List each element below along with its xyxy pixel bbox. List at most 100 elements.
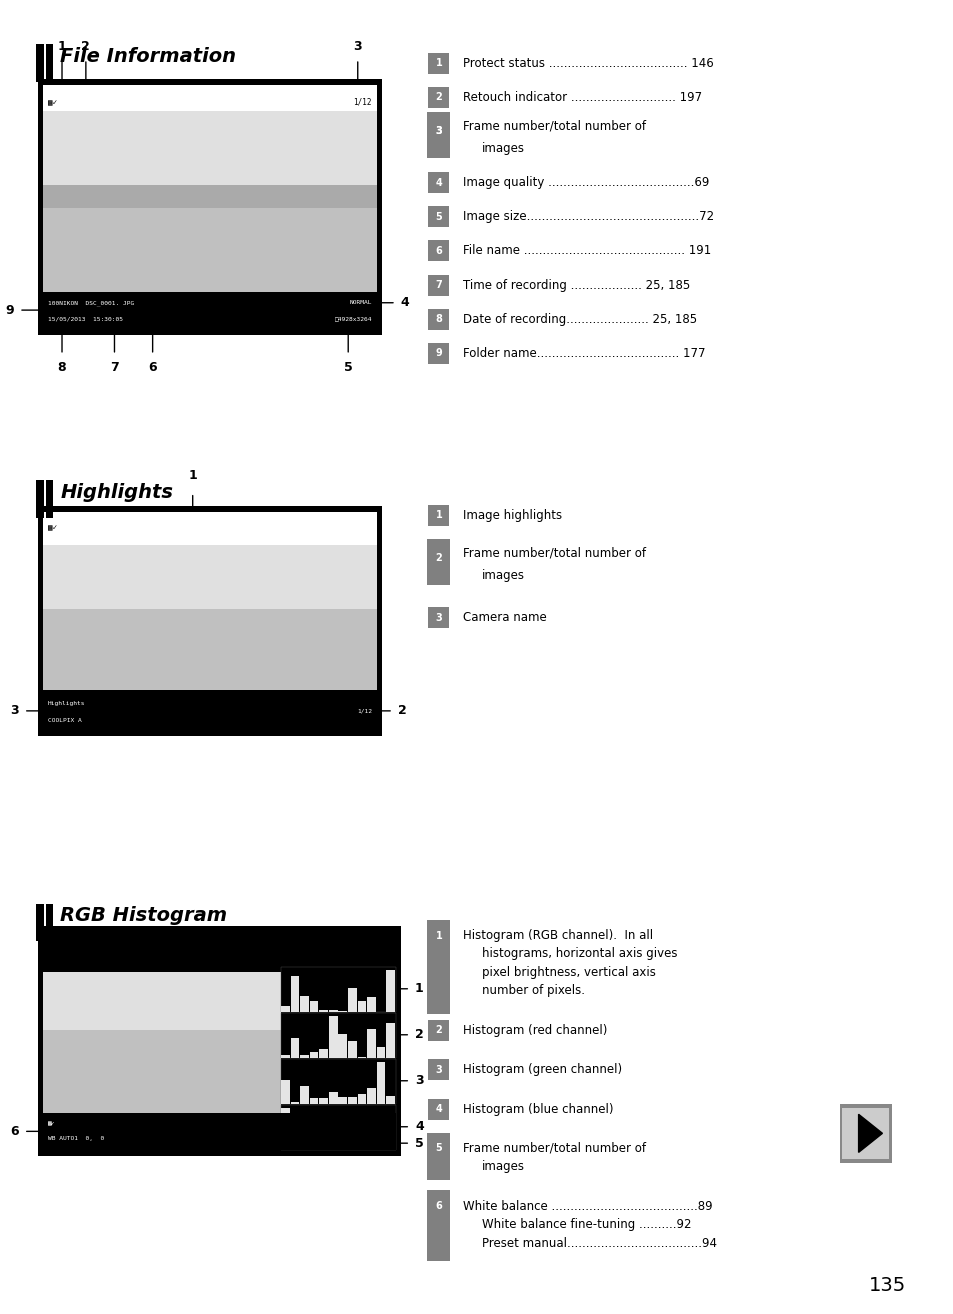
- Text: 1: 1: [188, 469, 197, 482]
- Text: Highlights: Highlights: [60, 484, 172, 502]
- Bar: [43, 110, 376, 188]
- Text: 2: 2: [435, 92, 442, 102]
- Bar: [38, 926, 400, 1156]
- Bar: [43, 972, 281, 1117]
- Text: 2: 2: [397, 704, 406, 717]
- Bar: [428, 87, 449, 108]
- Bar: [386, 970, 395, 1012]
- Bar: [428, 309, 449, 330]
- Bar: [310, 1001, 318, 1012]
- Bar: [38, 79, 381, 335]
- Bar: [427, 920, 450, 1014]
- Text: 6: 6: [435, 1201, 442, 1212]
- Text: 7: 7: [110, 361, 119, 374]
- Bar: [43, 552, 376, 690]
- Text: 6: 6: [10, 1125, 19, 1138]
- Text: 135: 135: [867, 1276, 905, 1294]
- Bar: [319, 1050, 328, 1058]
- Text: Image highlights: Image highlights: [462, 509, 561, 522]
- Text: White balance fine-tuning ..........92: White balance fine-tuning ..........92: [481, 1218, 691, 1231]
- Text: 3: 3: [435, 1064, 442, 1075]
- Bar: [43, 185, 376, 208]
- Text: Histogram (RGB channel).  In all: Histogram (RGB channel). In all: [462, 929, 652, 942]
- Bar: [348, 1097, 356, 1104]
- Text: Frame number/total number of: Frame number/total number of: [462, 547, 645, 560]
- Text: 5: 5: [435, 1143, 442, 1154]
- Bar: [428, 505, 449, 526]
- Text: images: images: [481, 569, 524, 582]
- Bar: [319, 1099, 328, 1104]
- Bar: [300, 1055, 309, 1058]
- Text: 2: 2: [415, 1029, 423, 1041]
- Text: pixel brightness, vertical axis: pixel brightness, vertical axis: [481, 966, 655, 979]
- Bar: [300, 996, 309, 1012]
- Bar: [43, 125, 376, 296]
- Bar: [386, 1024, 395, 1058]
- Text: 8: 8: [57, 361, 67, 374]
- Text: WB AUTO1  0,  0: WB AUTO1 0, 0: [48, 1137, 104, 1142]
- Bar: [428, 240, 449, 261]
- Bar: [319, 1009, 328, 1012]
- Text: 4: 4: [435, 177, 442, 188]
- Text: Protect status ..................................... 146: Protect status .........................…: [462, 57, 713, 70]
- Bar: [43, 512, 376, 545]
- Bar: [338, 1097, 347, 1104]
- Text: COOLPIX A: COOLPIX A: [48, 717, 81, 723]
- Bar: [38, 506, 381, 736]
- Bar: [36, 45, 44, 81]
- Text: 8: 8: [435, 314, 442, 325]
- Text: 4: 4: [400, 296, 409, 309]
- Bar: [386, 1141, 395, 1150]
- Bar: [367, 1029, 375, 1058]
- Text: 15/05/2013  15:30:05: 15/05/2013 15:30:05: [48, 317, 123, 322]
- Bar: [319, 1144, 328, 1150]
- Bar: [43, 292, 376, 328]
- Bar: [357, 1001, 366, 1012]
- Text: 1/12: 1/12: [377, 1163, 391, 1168]
- Text: Histogram (red channel): Histogram (red channel): [462, 1024, 606, 1037]
- Text: COOLPIX A: COOLPIX A: [48, 1163, 77, 1168]
- Bar: [428, 275, 449, 296]
- Bar: [841, 1108, 888, 1159]
- Bar: [43, 85, 376, 118]
- Bar: [357, 1095, 366, 1104]
- Text: ▩✓: ▩✓: [48, 99, 57, 106]
- Text: number of pixels.: number of pixels.: [481, 984, 584, 997]
- Text: RGB Histogram: RGB Histogram: [60, 907, 227, 925]
- Text: 3: 3: [415, 1075, 423, 1087]
- Text: images: images: [481, 1160, 524, 1173]
- Bar: [428, 607, 449, 628]
- Text: 3: 3: [435, 126, 442, 137]
- Text: 1: 1: [435, 510, 442, 520]
- Bar: [329, 1009, 337, 1012]
- Polygon shape: [858, 1114, 882, 1152]
- Bar: [36, 481, 44, 518]
- Text: File name ........................................... 191: File name ..............................…: [462, 244, 710, 258]
- Bar: [43, 1126, 395, 1150]
- Text: 3: 3: [353, 39, 362, 53]
- Text: Highlights: Highlights: [48, 700, 85, 706]
- Bar: [427, 539, 450, 585]
- Bar: [329, 1092, 337, 1104]
- Text: 5: 5: [415, 1137, 423, 1150]
- Bar: [428, 172, 449, 193]
- Bar: [46, 45, 53, 81]
- Text: 1: 1: [415, 983, 423, 995]
- Bar: [376, 1062, 385, 1104]
- Text: Histogram (green channel): Histogram (green channel): [462, 1063, 621, 1076]
- Text: 4: 4: [435, 1104, 442, 1114]
- Text: NORMAL: NORMAL: [349, 300, 372, 305]
- Bar: [348, 1041, 356, 1058]
- Bar: [300, 1085, 309, 1104]
- Bar: [428, 1020, 449, 1041]
- Text: 5: 5: [435, 212, 442, 222]
- Text: ▩✓: ▩✓: [48, 1121, 55, 1126]
- Bar: [43, 692, 376, 729]
- Bar: [367, 1141, 375, 1150]
- Text: Image quality .......................................69: Image quality ..........................…: [462, 176, 708, 189]
- Bar: [281, 1055, 290, 1058]
- Text: 6: 6: [435, 246, 442, 256]
- Text: 9: 9: [6, 304, 14, 317]
- Bar: [43, 545, 376, 610]
- Bar: [43, 1113, 395, 1150]
